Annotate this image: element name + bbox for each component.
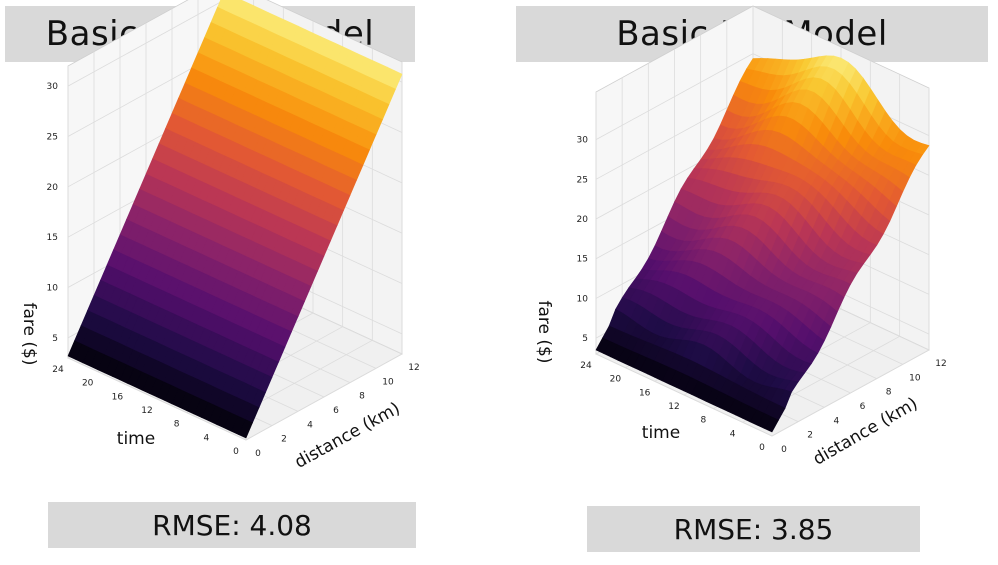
linear-y-axis-label: time bbox=[117, 429, 155, 449]
linear-y-tick-label: 16 bbox=[112, 392, 124, 402]
linear-y-tick-label: 8 bbox=[174, 420, 180, 430]
linear-x-tick-label: 12 bbox=[408, 363, 419, 373]
nn-x-tick-label: 8 bbox=[886, 388, 892, 398]
nn-y-axis-label: time bbox=[642, 423, 680, 443]
nn-y-tick-label: 12 bbox=[668, 402, 679, 412]
linear-model-rmse-box: RMSE: 4.08 bbox=[48, 502, 416, 548]
linear-y-tick-label: 0 bbox=[233, 447, 239, 457]
nn-z-tick-label: 5 bbox=[582, 334, 588, 344]
linear-z-tick-label: 30 bbox=[47, 82, 59, 92]
nn-model-rmse: RMSE: 3.85 bbox=[673, 512, 834, 546]
linear-y-tick-label: 12 bbox=[141, 406, 152, 416]
nn-floor-gridline bbox=[771, 349, 930, 437]
nn-z-tick-label: 30 bbox=[577, 136, 589, 146]
linear-x-tick-label: 4 bbox=[307, 420, 313, 430]
linear-surface bbox=[67, 0, 403, 439]
nn-y-tick-label: 0 bbox=[759, 443, 765, 453]
nn-x-tick-label: 2 bbox=[807, 431, 813, 441]
linear-floor-gridline bbox=[245, 353, 403, 441]
linear-y-tick-label: 20 bbox=[82, 379, 94, 389]
linear-x-tick-label: 2 bbox=[281, 435, 287, 445]
linear-z-tick-label: 20 bbox=[47, 183, 59, 193]
linear-x-axis-label: distance (km) bbox=[292, 398, 404, 472]
nn-x-tick-label: 10 bbox=[909, 373, 921, 383]
linear-surface-cell bbox=[67, 340, 83, 360]
nn-y-tick-label: 16 bbox=[639, 388, 651, 398]
nn-y-tick-label: 8 bbox=[700, 416, 706, 426]
linear-model-surface-plot: 0246810120481216202451015202530distance … bbox=[19, 0, 420, 473]
nn-y-tick-label: 20 bbox=[610, 375, 622, 385]
nn-surface bbox=[595, 55, 930, 433]
nn-z-tick-label: 20 bbox=[577, 215, 589, 225]
linear-x-tick-label: 6 bbox=[333, 406, 339, 416]
nn-z-axis-label: fare ($) bbox=[534, 301, 554, 364]
linear-x-tick-label: 8 bbox=[359, 392, 365, 402]
linear-y-tick-label: 24 bbox=[52, 365, 64, 375]
nn-model-surface-plot: 0246810120481216202451015202530distance … bbox=[534, 5, 947, 470]
nn-y-tick-label: 24 bbox=[580, 361, 592, 371]
linear-z-axis-label: fare ($) bbox=[19, 303, 39, 366]
nn-x-tick-label: 6 bbox=[860, 402, 866, 412]
nn-x-tick-label: 12 bbox=[935, 359, 946, 369]
nn-back-gridline bbox=[595, 92, 754, 180]
linear-z-tick-label: 10 bbox=[47, 284, 59, 294]
linear-z-tick-label: 5 bbox=[52, 334, 58, 344]
linear-z-tick-label: 15 bbox=[47, 233, 58, 243]
linear-z-tick-label: 25 bbox=[47, 132, 58, 142]
nn-x-tick-label: 0 bbox=[781, 445, 787, 455]
nn-model-rmse-box: RMSE: 3.85 bbox=[587, 506, 920, 552]
nn-surface-cell bbox=[595, 337, 611, 354]
linear-x-tick-label: 10 bbox=[382, 377, 394, 387]
nn-z-tick-label: 25 bbox=[577, 175, 588, 185]
linear-x-tick-label: 0 bbox=[255, 449, 261, 459]
nn-back-gridline bbox=[595, 53, 754, 140]
linear-model-rmse: RMSE: 4.08 bbox=[152, 508, 312, 542]
nn-y-tick-label: 4 bbox=[730, 429, 736, 439]
nn-z-tick-label: 15 bbox=[577, 255, 588, 265]
linear-back-gridline bbox=[67, 0, 225, 87]
linear-y-tick-label: 4 bbox=[203, 433, 209, 443]
nn-z-tick-label: 10 bbox=[577, 294, 589, 304]
nn-x-tick-label: 4 bbox=[833, 416, 839, 426]
